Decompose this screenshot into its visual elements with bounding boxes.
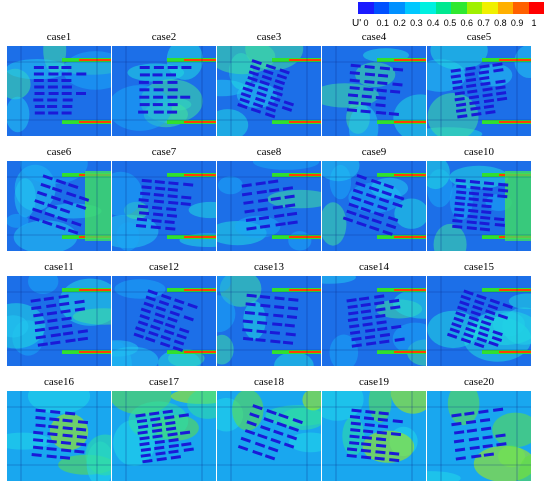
flow-field-panel bbox=[217, 276, 321, 366]
panel-title: case11 bbox=[44, 261, 74, 273]
colorbar-ticks: 0 0.1 0.2 0.3 0.4 0.5 0.6 0.7 0.8 0.9 1 bbox=[358, 18, 544, 30]
panel-title: case1 bbox=[46, 31, 72, 43]
colorbar-tick-label: 0.9 bbox=[510, 18, 524, 28]
flow-field-panel bbox=[112, 391, 216, 481]
flow-field-panel bbox=[112, 276, 216, 366]
flow-field-panel bbox=[427, 391, 531, 481]
flow-field-panel bbox=[112, 161, 216, 251]
colorbar-tick-label: 0.3 bbox=[410, 18, 423, 28]
panel-title: case5 bbox=[466, 31, 492, 43]
flow-field-panel bbox=[322, 46, 426, 136]
colorbar-swatch bbox=[466, 2, 482, 14]
colorbar-swatch bbox=[451, 2, 467, 14]
flow-field-panel bbox=[217, 46, 321, 136]
colorbar-swatch bbox=[435, 2, 451, 14]
panel-title: case7 bbox=[151, 146, 177, 158]
colorbar-tick-label: 1 bbox=[531, 18, 537, 28]
colorbar-swatches bbox=[358, 2, 544, 14]
panel-title: case2 bbox=[151, 31, 177, 43]
panel-title: case14 bbox=[359, 261, 389, 273]
colorbar-swatch bbox=[513, 2, 529, 14]
flow-field-panel bbox=[217, 391, 321, 481]
colorbar-swatch bbox=[358, 2, 374, 14]
panel-title: case6 bbox=[46, 146, 72, 158]
flow-field-panel bbox=[7, 161, 111, 251]
panel-title: case9 bbox=[361, 146, 387, 158]
flow-field-panel bbox=[322, 276, 426, 366]
colorbar-swatch bbox=[373, 2, 389, 14]
panel-title: case15 bbox=[464, 261, 494, 273]
colorbar-swatch bbox=[482, 2, 498, 14]
flow-field-panel bbox=[427, 46, 531, 136]
flow-field-panel bbox=[7, 276, 111, 366]
colorbar-swatch bbox=[389, 2, 405, 14]
colorbar-tick-label: 0.2 bbox=[393, 18, 406, 28]
colorbar-tick-label: 0.4 bbox=[426, 18, 440, 28]
colorbar-tick-label: 0 bbox=[363, 18, 369, 28]
colorbar-swatch bbox=[420, 2, 436, 14]
panel-title: case12 bbox=[149, 261, 179, 273]
flow-field-panel bbox=[427, 276, 531, 366]
flow-field-panel bbox=[427, 161, 531, 251]
flow-field-panel bbox=[7, 46, 111, 136]
panel-title: case20 bbox=[464, 376, 494, 388]
colorbar-tick-label: 0.5 bbox=[443, 18, 457, 28]
panel-title: case3 bbox=[256, 31, 282, 43]
colorbar-tick-label: 0.7 bbox=[477, 18, 490, 28]
colorbar-legend: U' 0 0.1 0.2 0.3 0.4 0.5 0.6 0.7 0.8 0.9 1 bbox=[352, 2, 544, 36]
colorbar-tick-label: 0.1 bbox=[376, 18, 390, 28]
flow-field-panel bbox=[7, 391, 111, 481]
panel-title: case17 bbox=[149, 376, 179, 388]
colorbar-swatch bbox=[528, 2, 544, 14]
flow-field-panel bbox=[322, 391, 426, 481]
panel-title: case16 bbox=[44, 376, 74, 388]
flow-field-panel bbox=[217, 161, 321, 251]
flow-field-panel bbox=[322, 161, 426, 251]
colorbar-swatch bbox=[404, 2, 420, 14]
flow-field-panel bbox=[112, 46, 216, 136]
colorbar-label: U' bbox=[352, 18, 362, 29]
panel-title: case8 bbox=[256, 146, 282, 158]
panel-title: case18 bbox=[254, 376, 284, 388]
panel-title: case13 bbox=[254, 261, 284, 273]
colorbar-swatch bbox=[497, 2, 513, 14]
colorbar-tick-label: 0.8 bbox=[494, 18, 507, 28]
panel-title: case19 bbox=[359, 376, 389, 388]
panel-title: case4 bbox=[361, 31, 387, 43]
colorbar-tick-label: 0.6 bbox=[460, 18, 474, 28]
panel-title: case10 bbox=[464, 146, 494, 158]
